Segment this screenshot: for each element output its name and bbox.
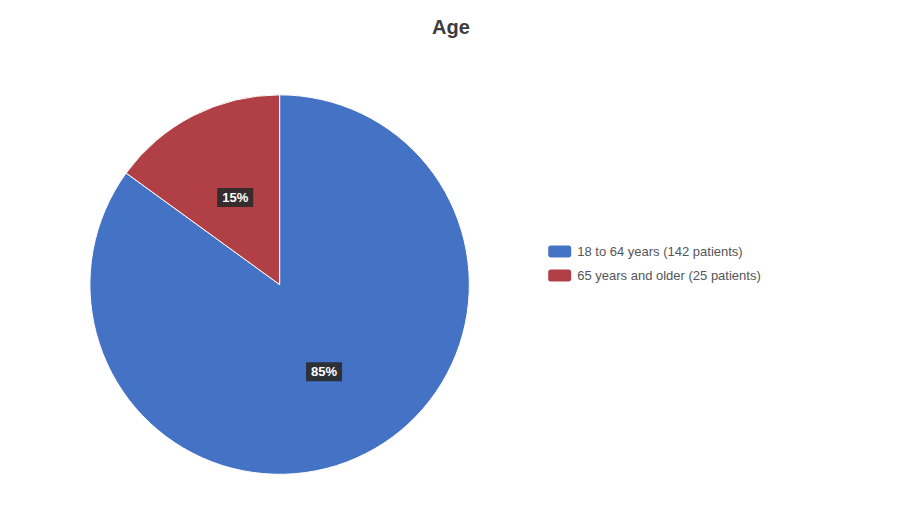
- svg-text:65 years and older (25 patient: 65 years and older (25 patients): [577, 268, 761, 283]
- svg-text:Age: Age: [432, 16, 470, 38]
- svg-text:15%: 15%: [222, 190, 248, 205]
- svg-text:85%: 85%: [311, 364, 337, 379]
- svg-text:18 to 64 years (142 patients): 18 to 64 years (142 patients): [577, 244, 743, 259]
